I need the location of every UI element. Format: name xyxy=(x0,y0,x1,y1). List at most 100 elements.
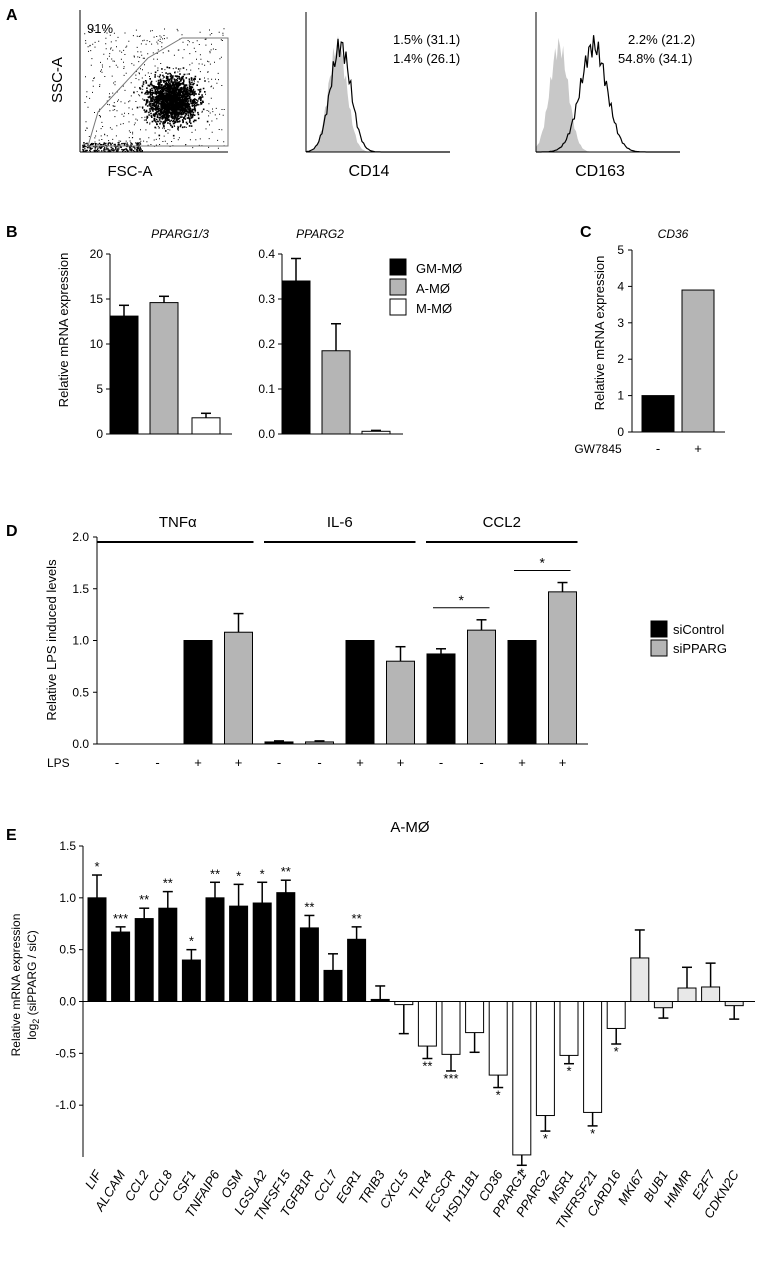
panel-letter-d: D xyxy=(6,523,18,540)
lps-marker: + xyxy=(235,755,243,770)
legend-label-gm: GM-MØ xyxy=(416,261,462,276)
panel-letter-c: C xyxy=(580,224,592,241)
legend-swatch-m xyxy=(389,298,407,316)
bar-2 xyxy=(183,640,213,745)
gene-chart-y-label-2: log2 (siPPARG / siC) xyxy=(25,930,41,1039)
significance-star: *** xyxy=(113,911,128,926)
significance-star: ** xyxy=(352,911,362,926)
pparg13-y-label: Relative mRNA expression xyxy=(56,253,71,408)
legend-swatch-sicontrol xyxy=(650,620,668,638)
y-tick-label: 0.5 xyxy=(72,685,89,699)
y-tick-label: 1.0 xyxy=(59,891,76,905)
bar-TLR4 xyxy=(417,1001,437,1047)
panel-b-legend: GM-MØ A-MØ M-MØ xyxy=(389,258,462,316)
gw-marker: + xyxy=(694,441,702,456)
y-tick-label: 0 xyxy=(96,427,103,441)
bar-CCL2 xyxy=(134,918,154,1002)
bar-0 xyxy=(281,280,311,435)
bar-LIF xyxy=(87,897,107,1002)
significance-star: ** xyxy=(304,899,314,914)
bar-TRIB3 xyxy=(370,998,390,1003)
lps-marker: + xyxy=(194,755,202,770)
group-label: TNFα xyxy=(159,514,197,531)
bar-E2F7 xyxy=(701,986,721,1003)
log-text: log xyxy=(25,1024,39,1040)
significance-star: * xyxy=(459,592,465,608)
panel-letter-e: E xyxy=(6,827,17,844)
bar-10 xyxy=(507,640,537,745)
scatter-dot-cloud xyxy=(82,28,225,153)
bar-MSR1 xyxy=(559,1001,579,1056)
lps-marker: + xyxy=(559,755,567,770)
lps-marker: - xyxy=(155,755,159,770)
y-tick-label: 0.0 xyxy=(59,995,76,1009)
scatter-events xyxy=(82,28,225,153)
bar-1 xyxy=(149,302,179,435)
significance-star: ** xyxy=(281,864,291,879)
bar-6 xyxy=(345,640,375,745)
gene-chart-y-label: Relative mRNA expression xyxy=(9,914,23,1057)
significance-star: * xyxy=(236,868,241,883)
cd14-annotation-1: 1.5% (31.1) xyxy=(393,32,460,47)
y-tick-label: 0.0 xyxy=(258,427,275,441)
bar-CARD16 xyxy=(606,1001,626,1029)
significance-star: ** xyxy=(139,892,149,907)
scatter-x-label: FSC-A xyxy=(108,163,153,180)
panel-letter-a: A xyxy=(6,7,18,24)
lps-row-label: LPS xyxy=(47,756,70,770)
significance-star: *** xyxy=(443,1071,458,1086)
bar-CCL7 xyxy=(323,969,343,1003)
y-tick-label: 2.0 xyxy=(72,530,89,544)
bar-OSM xyxy=(229,905,249,1002)
bar-TGFB1R xyxy=(299,927,319,1002)
y-tick-label: 0.5 xyxy=(59,943,76,957)
bar-TNFAIP6 xyxy=(205,897,225,1002)
bar-0 xyxy=(109,315,139,435)
bar-CCL8 xyxy=(158,907,178,1003)
lps-marker: + xyxy=(356,755,364,770)
significance-star: ** xyxy=(210,866,220,881)
scatter-y-label: SSC-A xyxy=(49,57,66,103)
cd163-annotation-2: 54.8% (34.1) xyxy=(618,51,692,66)
y-tick-label: 1.0 xyxy=(72,634,89,648)
bar-MKI67 xyxy=(630,957,650,1003)
legend-label-sipparg: siPPARG xyxy=(673,641,727,656)
significance-star: ** xyxy=(422,1059,432,1074)
y-tick-label: 4 xyxy=(617,279,624,293)
significance-star: * xyxy=(496,1088,501,1103)
log-ratio-text: (siPPARG / siC) xyxy=(25,930,39,1018)
bar-11 xyxy=(548,591,577,745)
y-tick-label: 3 xyxy=(617,316,624,330)
pparg13-title: PPARG1/3 xyxy=(151,227,209,241)
bar-1 xyxy=(321,350,351,435)
y-tick-label: 10 xyxy=(90,337,104,351)
panel-b-pparg2-chart: PPARG2 0.0 0.1 0.2 0.3 0.4 xyxy=(258,227,403,441)
panel-c-cd36-chart: CD36 Relative mRNA expression GW7845 0 1 2… xyxy=(574,227,725,456)
bar-ALCAM xyxy=(111,931,131,1002)
legend-swatch-gm xyxy=(389,258,407,276)
significance-star: * xyxy=(614,1044,619,1059)
significance-star: * xyxy=(590,1126,595,1141)
y-tick-label: 5 xyxy=(96,382,103,396)
scatter-gate-label: 91% xyxy=(87,21,113,36)
lps-marker: - xyxy=(439,755,443,770)
bar-HMMR xyxy=(677,987,697,1002)
y-tick-label: -0.5 xyxy=(55,1046,76,1060)
lps-y-label: Relative LPS induced levels xyxy=(44,559,59,721)
y-tick-label: 2 xyxy=(617,352,624,366)
bar-4 xyxy=(264,741,294,745)
bar-8 xyxy=(426,653,456,745)
significance-star: * xyxy=(543,1131,548,1146)
bar-BUB1 xyxy=(653,1001,673,1009)
y-tick-label: 0.2 xyxy=(258,337,275,351)
y-tick-label: 0.1 xyxy=(258,382,275,396)
gw-marker: - xyxy=(656,441,660,456)
panel-a-cd14-histogram: 1.5% (31.1) 1.4% (26.1) CD14 xyxy=(305,12,460,180)
bar-7 xyxy=(386,660,415,745)
bar-1 xyxy=(681,289,715,433)
y-tick-label: 1.5 xyxy=(59,839,76,853)
cd14-x-label: CD14 xyxy=(349,163,390,180)
pparg2-title: PPARG2 xyxy=(296,227,344,241)
lps-marker: - xyxy=(115,755,119,770)
